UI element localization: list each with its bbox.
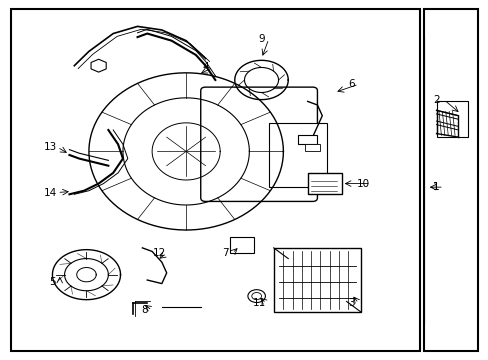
- Bar: [307, 173, 341, 194]
- Bar: [305, 144, 319, 152]
- Text: 8: 8: [141, 305, 148, 315]
- Bar: [11, 9, 419, 351]
- Circle shape: [251, 293, 261, 300]
- Text: 12: 12: [152, 248, 166, 258]
- Circle shape: [247, 290, 265, 302]
- Text: -1: -1: [428, 182, 439, 192]
- Bar: [297, 135, 317, 144]
- FancyBboxPatch shape: [201, 87, 317, 202]
- Text: 5: 5: [49, 277, 56, 287]
- Bar: [424, 9, 477, 351]
- Text: 4: 4: [202, 63, 208, 72]
- Bar: [229, 237, 254, 253]
- Text: 10: 10: [356, 179, 369, 189]
- Bar: [268, 123, 326, 187]
- Bar: [436, 102, 467, 137]
- Text: 6: 6: [347, 79, 354, 89]
- Text: 11: 11: [252, 298, 265, 308]
- Text: 1: 1: [432, 182, 439, 192]
- Text: 14: 14: [43, 188, 57, 198]
- Text: 3: 3: [347, 298, 354, 308]
- Text: 2: 2: [432, 95, 439, 105]
- Text: 13: 13: [43, 142, 57, 152]
- Bar: [273, 248, 361, 312]
- Text: 9: 9: [258, 34, 264, 44]
- Text: 7: 7: [221, 248, 228, 258]
